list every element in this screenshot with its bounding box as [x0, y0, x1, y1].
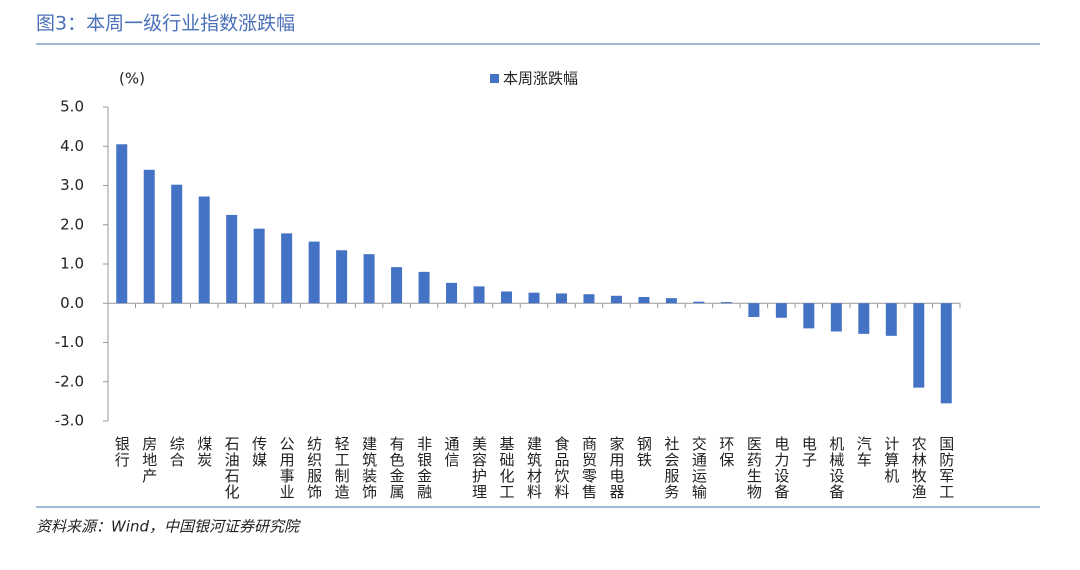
x-tick-label: 美容护理	[470, 436, 488, 500]
x-tick-label: 纺织服饰	[305, 436, 323, 500]
x-tick-label: 汽车	[855, 436, 873, 468]
bar	[253, 228, 265, 304]
bar	[638, 296, 650, 304]
y-tick-label: 0.0	[60, 294, 84, 312]
x-tick-label: 传媒	[250, 436, 268, 468]
x-tick-label: 煤炭	[195, 436, 213, 468]
x-tick-label: 建筑材料	[525, 436, 543, 500]
bar	[940, 303, 952, 404]
x-tick-label: 基础化工	[498, 436, 516, 500]
bar	[665, 298, 677, 304]
bar	[171, 184, 183, 304]
bar	[803, 303, 815, 329]
y-tick-label: -2.0	[55, 372, 84, 390]
chart-title: 图3：本周一级行业指数涨跌幅	[36, 13, 295, 35]
x-tick-label: 通信	[443, 436, 461, 468]
bar	[143, 169, 155, 304]
y-tick-label: 1.0	[60, 255, 84, 273]
bar	[775, 303, 787, 318]
x-tick-label: 家用电器	[607, 436, 625, 500]
x-tick-label: 交通运输	[690, 435, 708, 500]
x-tick-label: 有色金属	[388, 436, 406, 500]
x-tick-label: 社会服务	[662, 436, 680, 500]
bar	[858, 303, 870, 334]
x-tick-label: 计算机	[882, 436, 900, 484]
y-tick-label: 2.0	[60, 215, 84, 233]
x-tick-label: 石油石化	[223, 436, 241, 500]
bar	[913, 303, 925, 388]
legend-swatch	[490, 74, 499, 83]
x-tick-label: 环保	[717, 436, 735, 468]
y-tick-label: 4.0	[60, 137, 84, 155]
bar	[528, 292, 540, 304]
x-tick-label: 非银金融	[415, 436, 433, 500]
x-tick-label: 钢铁	[635, 436, 653, 468]
x-tick-label: 食品饮料	[552, 436, 570, 500]
bar	[198, 196, 210, 304]
bar	[446, 282, 458, 304]
y-tick-label: -1.0	[55, 333, 84, 351]
x-tick-label: 公用事业	[278, 436, 296, 500]
bar	[473, 286, 485, 304]
bar	[885, 303, 897, 336]
bar	[748, 303, 760, 317]
y-tick-label: -3.0	[55, 412, 84, 430]
bar	[116, 144, 128, 304]
bar	[418, 271, 430, 304]
bar	[501, 291, 513, 304]
y-tick-label: 3.0	[60, 176, 84, 194]
x-tick-label: 综合	[168, 436, 186, 468]
bar	[830, 303, 842, 332]
x-tick-label: 银行	[113, 436, 131, 468]
bar	[583, 294, 595, 304]
x-tick-label: 农林牧渔	[910, 436, 928, 500]
bar	[693, 301, 705, 304]
x-tick-label: 医药生物	[745, 436, 763, 500]
x-tick-label: 轻工制造	[333, 436, 351, 500]
bar	[336, 250, 348, 304]
bar	[391, 267, 403, 304]
bar	[226, 214, 238, 304]
x-tick-label: 国防军工	[937, 436, 955, 500]
bar	[363, 254, 375, 304]
x-tick-label: 房地产	[140, 436, 158, 484]
x-tick-label: 电子	[800, 436, 818, 468]
y-axis-label: (%)	[119, 70, 145, 88]
bar	[610, 295, 622, 304]
x-tick-label: 商贸零售	[580, 436, 598, 500]
x-tick-label: 电力设备	[772, 436, 790, 500]
x-tick-label: 建筑装饰	[360, 436, 378, 500]
source: 资料来源：Wind，中国银河证券研究院	[36, 518, 301, 536]
x-tick-label: 机械设备	[827, 436, 845, 500]
bar	[281, 233, 293, 304]
bar	[720, 302, 732, 304]
y-tick-label: 5.0	[60, 98, 84, 116]
legend-label: 本周涨跌幅	[503, 70, 578, 88]
bar	[308, 241, 320, 304]
bar	[555, 293, 567, 304]
